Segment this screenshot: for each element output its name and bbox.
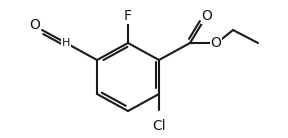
Text: O: O <box>30 18 40 32</box>
Text: O: O <box>202 9 213 23</box>
Text: O: O <box>211 36 221 50</box>
Text: F: F <box>124 9 132 23</box>
Text: H: H <box>62 38 70 48</box>
Text: Cl: Cl <box>152 119 166 133</box>
